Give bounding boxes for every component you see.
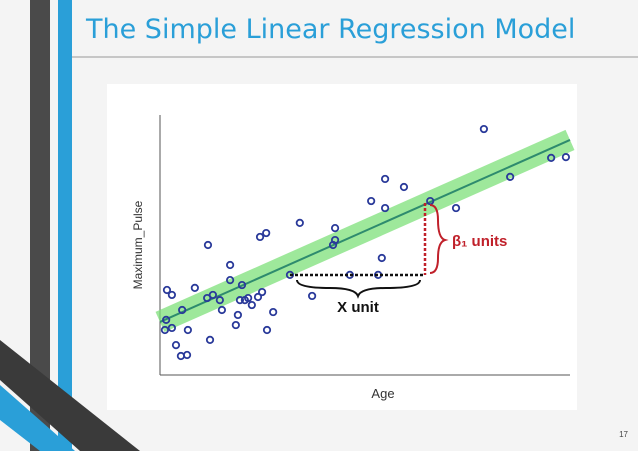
- run-label: X unit: [337, 299, 379, 316]
- plot: [155, 124, 575, 361]
- point: [178, 305, 187, 315]
- point: [451, 203, 461, 213]
- point: [235, 296, 245, 305]
- point: [182, 350, 192, 360]
- point: [262, 325, 272, 335]
- point: [380, 174, 390, 184]
- page-number: 17: [619, 430, 628, 439]
- point: [247, 300, 256, 310]
- point: [215, 296, 224, 305]
- stripe: [0, 385, 75, 451]
- point: [244, 293, 253, 303]
- point: [295, 218, 304, 227]
- point: [262, 228, 271, 238]
- point: [380, 203, 390, 213]
- fit-line: [159, 139, 571, 323]
- point: [217, 305, 227, 315]
- slide-title: The Simple Linear Regression Model: [85, 14, 575, 45]
- point: [226, 275, 235, 285]
- point: [253, 292, 263, 302]
- point: [162, 315, 171, 324]
- point: [183, 325, 192, 335]
- point: [255, 232, 265, 242]
- point: [330, 224, 340, 233]
- point: [506, 172, 515, 181]
- point: [203, 240, 213, 250]
- point: [257, 287, 267, 297]
- point: [171, 340, 181, 350]
- point: [167, 323, 176, 333]
- point: [269, 307, 278, 317]
- point: [231, 320, 240, 330]
- run-brace: [296, 279, 421, 299]
- y-axis-label: Maximum_Pulse: [131, 200, 145, 289]
- stripe: [0, 340, 140, 451]
- point: [285, 270, 295, 279]
- point: [190, 283, 199, 292]
- point: [399, 182, 409, 192]
- rise-brace: [429, 204, 449, 274]
- point: [237, 280, 247, 290]
- point: [160, 325, 170, 335]
- point: [367, 196, 376, 206]
- point: [547, 153, 556, 162]
- point: [167, 290, 176, 300]
- stripe: [58, 0, 72, 451]
- point: [205, 335, 215, 344]
- point: [226, 260, 235, 270]
- stripe: [30, 0, 50, 451]
- point: [233, 310, 242, 320]
- point: [162, 285, 172, 295]
- point: [561, 153, 571, 162]
- point: [308, 291, 317, 301]
- point: [330, 235, 340, 245]
- point: [208, 290, 217, 300]
- point: [479, 124, 488, 134]
- point: [377, 253, 386, 263]
- x-axis-label: Age: [371, 386, 394, 401]
- slope-label: β₁ units: [452, 233, 507, 250]
